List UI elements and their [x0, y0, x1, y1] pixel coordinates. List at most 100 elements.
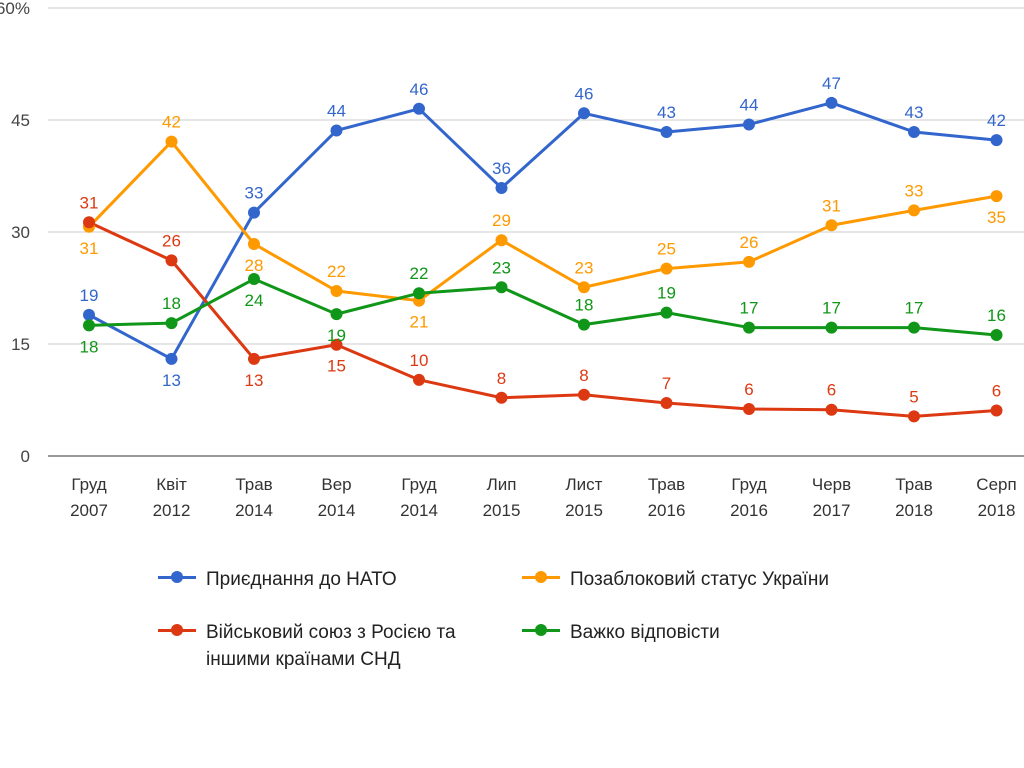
- data-label: 31: [80, 193, 99, 212]
- data-label: 24: [245, 291, 264, 310]
- x-tick-label-month: Груд: [731, 475, 766, 494]
- legend-dot-swatch: [171, 624, 183, 636]
- x-tick-label-month: Груд: [71, 475, 106, 494]
- data-label: 36: [492, 159, 511, 178]
- data-label: 33: [245, 184, 264, 203]
- data-label: 46: [575, 84, 594, 103]
- data-label: 18: [80, 337, 99, 356]
- x-tick-label-month: Лип: [487, 475, 517, 494]
- data-point: [908, 204, 920, 217]
- legend-dot-swatch: [171, 571, 183, 583]
- data-point: [660, 262, 673, 275]
- y-tick-label: 15: [11, 335, 30, 354]
- data-point: [165, 135, 178, 148]
- data-label: 17: [740, 299, 759, 318]
- x-tick-label-month: Черв: [812, 475, 851, 494]
- data-point: [660, 125, 673, 138]
- data-label: 47: [822, 74, 841, 93]
- data-label: 5: [909, 387, 918, 406]
- series-line: [87, 140, 997, 303]
- x-tick-label-year: 2017: [813, 501, 851, 520]
- legend-label: Позаблоковий статус України: [570, 569, 830, 590]
- data-point: [330, 308, 343, 321]
- data-point: [990, 404, 1003, 417]
- data-label: 31: [80, 239, 99, 258]
- legend-label: Приєднання до НАТО: [206, 569, 397, 590]
- data-point: [413, 373, 425, 386]
- x-tick-label-year: 2015: [483, 501, 521, 520]
- y-tick-label: 30: [11, 223, 30, 242]
- x-tick-label-month: Квіт: [156, 475, 187, 494]
- data-point: [495, 391, 508, 404]
- data-label: 13: [162, 371, 181, 390]
- data-point: [248, 237, 260, 250]
- data-point: [578, 388, 590, 401]
- data-point: [578, 281, 590, 294]
- data-point: [990, 190, 1003, 203]
- data-label: 46: [410, 80, 429, 99]
- data-label: 33: [905, 181, 924, 200]
- legend-label-line-2: іншими країнами СНД: [206, 649, 401, 670]
- data-label: 28: [245, 256, 264, 275]
- data-label: 44: [327, 101, 346, 120]
- data-point: [990, 329, 1003, 342]
- data-label: 18: [575, 296, 594, 315]
- y-tick-label: 45: [11, 111, 30, 130]
- data-point: [165, 254, 178, 267]
- data-label: 35: [987, 208, 1006, 227]
- x-tick-label-year: 2018: [895, 501, 933, 520]
- legend-label: Важко відповісти: [570, 622, 720, 643]
- data-point: [413, 102, 425, 115]
- series-line: [88, 220, 997, 418]
- data-label: 22: [410, 264, 429, 283]
- x-tick-label-year: 2018: [978, 501, 1016, 520]
- data-point: [330, 338, 343, 351]
- data-label: 19: [657, 284, 676, 303]
- x-tick-label-year: 2014: [400, 501, 438, 520]
- x-tick-label-year: 2012: [153, 501, 191, 520]
- data-point: [908, 125, 920, 138]
- data-label: 19: [80, 286, 99, 305]
- data-point: [990, 134, 1003, 147]
- x-tick-label-month: Трав: [648, 475, 685, 494]
- data-label: 19: [327, 326, 346, 345]
- data-label: 43: [905, 103, 924, 122]
- legend-label: Військовий союз з Росією та іншими країн…: [206, 619, 456, 673]
- data-label: 13: [245, 371, 264, 390]
- x-tick-label-month: Серп: [976, 475, 1016, 494]
- data-point: [83, 308, 95, 321]
- x-tick-label-month: Груд: [401, 475, 436, 494]
- data-label: 42: [987, 111, 1006, 130]
- data-point: [660, 306, 673, 319]
- data-point: [165, 317, 178, 330]
- legend-dot-swatch: [535, 624, 547, 636]
- data-label: 29: [492, 211, 511, 230]
- x-tick-label-month: Трав: [235, 475, 272, 494]
- data-point: [578, 318, 590, 331]
- data-label: 26: [740, 233, 759, 252]
- data-point: [660, 396, 673, 409]
- data-point: [248, 273, 260, 286]
- legend-dot-swatch: [535, 571, 547, 583]
- x-tick-label-month: Вер: [321, 475, 351, 494]
- data-label: 25: [657, 240, 676, 259]
- data-point: [743, 255, 755, 268]
- data-label: 8: [497, 369, 506, 388]
- x-tick-label-year: 2014: [235, 501, 273, 520]
- data-label: 16: [987, 306, 1006, 325]
- y-tick-label: 0: [21, 447, 30, 466]
- data-point: [495, 234, 508, 247]
- data-point: [825, 403, 838, 416]
- data-point: [495, 181, 508, 194]
- data-label: 43: [657, 103, 676, 122]
- data-point: [83, 319, 95, 332]
- data-label: 42: [162, 113, 181, 132]
- data-point: [83, 216, 95, 229]
- data-point: [908, 410, 920, 423]
- x-tick-label-year: 2016: [648, 501, 686, 520]
- series-line: [88, 277, 997, 337]
- data-label: 17: [822, 299, 841, 318]
- data-label: 8: [579, 366, 588, 385]
- data-label: 26: [162, 231, 181, 250]
